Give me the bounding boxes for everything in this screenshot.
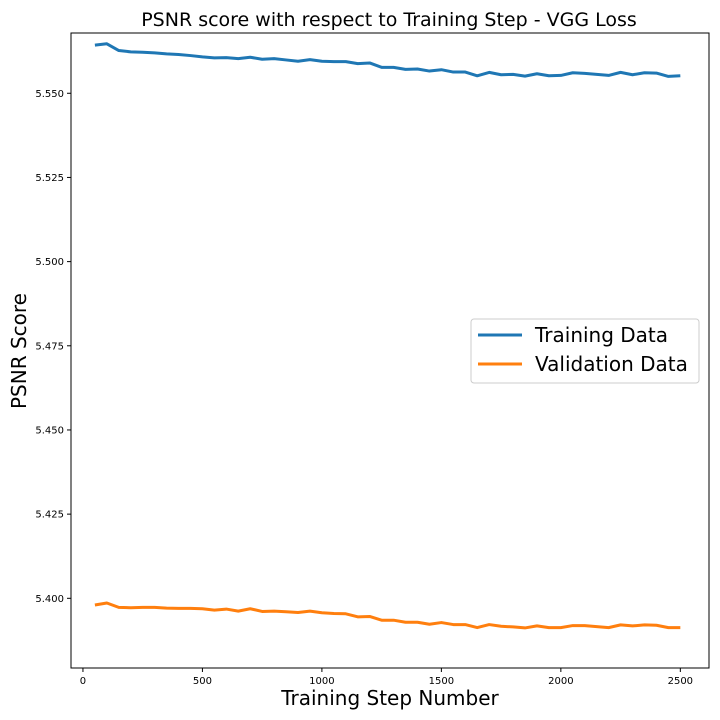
plot-area	[70, 32, 710, 669]
y-tick-label: 5.500	[35, 257, 64, 268]
y-tick-label: 5.425	[35, 510, 64, 521]
legend-box	[470, 318, 700, 384]
y-tick-label: 5.450	[35, 425, 64, 436]
x-tick-label: 500	[193, 676, 212, 687]
series-line-validation	[94, 601, 681, 630]
y-tick-label: 5.400	[35, 594, 64, 605]
legend-label-training: Training Data	[534, 323, 668, 347]
x-tick-label: 1000	[309, 676, 334, 687]
y-tick-label: 5.550	[35, 89, 64, 100]
x-tick-label: 2500	[668, 676, 693, 687]
legend: Training Data Validation Data	[470, 318, 700, 384]
y-axis-label: PSNR Score	[7, 293, 31, 409]
x-tick-label: 0	[80, 676, 86, 687]
x-tick-label: 1500	[429, 676, 454, 687]
legend-label-validation: Validation Data	[535, 352, 688, 376]
series-line-training	[94, 42, 681, 78]
x-tick-label: 2000	[548, 676, 573, 687]
chart-title: PSNR score with respect to Training Step…	[141, 9, 637, 31]
x-axis-label: Training Step Number	[280, 686, 499, 710]
x-axis: 0 500 1000 1500 2000 2500	[80, 668, 693, 687]
series-layer	[94, 42, 681, 630]
y-tick-label: 5.475	[35, 341, 64, 352]
y-tick-label: 5.525	[35, 173, 64, 184]
plot-frame	[70, 32, 710, 669]
y-axis: 5.400 5.425 5.450 5.475 5.500 5.525 5.550	[35, 89, 71, 605]
